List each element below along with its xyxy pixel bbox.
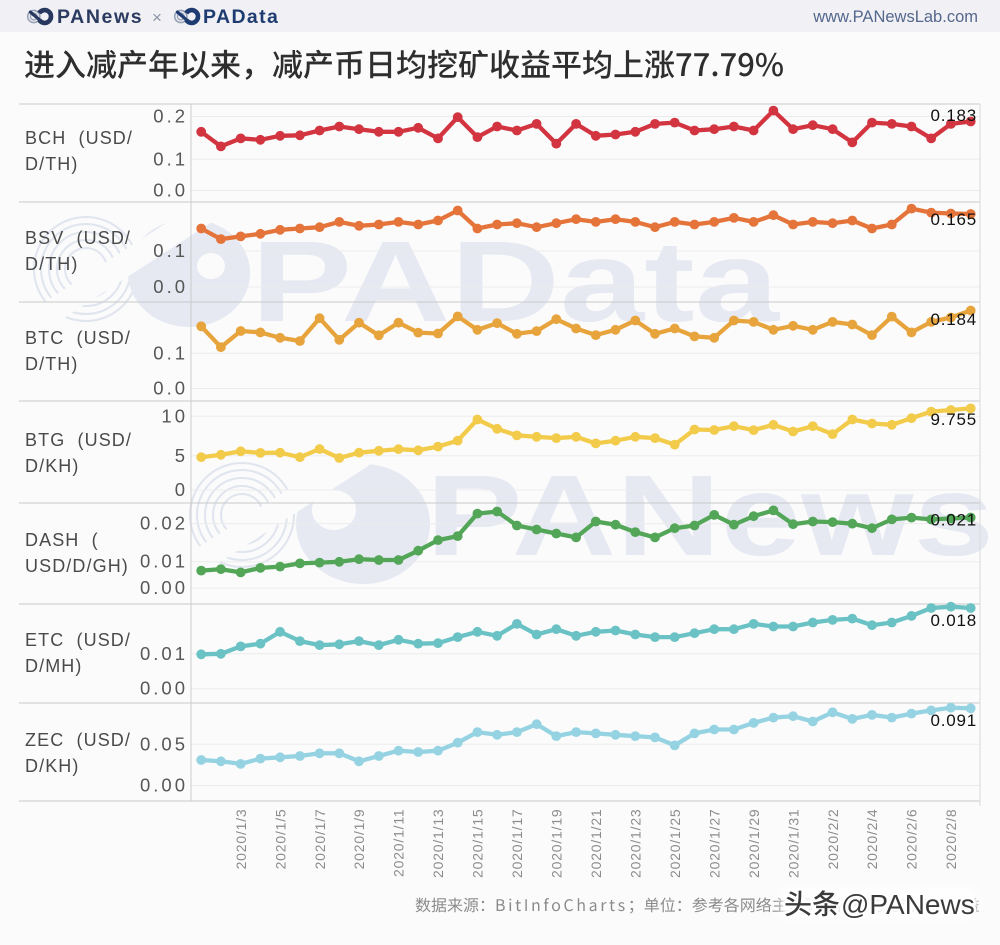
svg-text:0: 0 — [175, 479, 188, 500]
svg-text:0.00: 0.00 — [140, 577, 188, 598]
svg-text:0.00: 0.00 — [140, 775, 188, 796]
svg-text:2020/2/6: 2020/2/6 — [904, 809, 920, 870]
svg-text:0.165: 0.165 — [930, 210, 977, 229]
svg-text:D/MH): D/MH) — [25, 656, 83, 676]
svg-text:2020/1/3: 2020/1/3 — [233, 809, 249, 870]
svg-text:@PANews: @PANews — [841, 889, 975, 920]
svg-text:D/TH): D/TH) — [25, 154, 79, 174]
svg-text:0.091: 0.091 — [930, 711, 977, 730]
svg-text:0.021: 0.021 — [930, 511, 977, 530]
svg-text:2020/1/25: 2020/1/25 — [667, 809, 683, 878]
svg-text:2020/1/29: 2020/1/29 — [746, 809, 762, 878]
svg-text:2020/1/7: 2020/1/7 — [312, 809, 328, 870]
svg-text:2020/1/17: 2020/1/17 — [509, 809, 525, 878]
svg-text:0.018: 0.018 — [930, 611, 977, 630]
svg-text:D/TH): D/TH) — [25, 354, 79, 374]
svg-text:0.01: 0.01 — [140, 643, 188, 664]
svg-text:@PANews: @PANews — [841, 889, 975, 920]
svg-text:0.00: 0.00 — [140, 678, 188, 699]
svg-text:ETC (USD/: ETC (USD/ — [25, 630, 131, 650]
svg-text:0.2: 0.2 — [153, 106, 188, 127]
svg-text:2020/1/21: 2020/1/21 — [588, 809, 604, 878]
svg-text:2020/2/4: 2020/2/4 — [864, 809, 880, 870]
svg-text:D/TH): D/TH) — [25, 254, 79, 274]
svg-text:0.184: 0.184 — [930, 310, 977, 329]
svg-text:10: 10 — [161, 405, 188, 426]
svg-text:D/KH): D/KH) — [25, 456, 80, 476]
svg-text:0.01: 0.01 — [140, 551, 188, 572]
svg-text:ZEC (USD/: ZEC (USD/ — [25, 730, 131, 750]
svg-text:USD/D/GH): USD/D/GH) — [25, 556, 129, 576]
svg-text:0.0: 0.0 — [153, 180, 188, 201]
svg-text:PAData: PAData — [203, 6, 279, 28]
svg-text:www.PANewsLab.com: www.PANewsLab.com — [812, 8, 978, 26]
svg-text:2020/1/15: 2020/1/15 — [470, 809, 486, 878]
svg-text:5: 5 — [175, 445, 188, 466]
svg-text:BTC (USD/: BTC (USD/ — [25, 328, 131, 348]
svg-text:BTG (USD/: BTG (USD/ — [25, 430, 132, 450]
svg-text:BCH (USD/: BCH (USD/ — [25, 128, 133, 148]
svg-text:2020/2/2: 2020/2/2 — [825, 809, 841, 870]
svg-text:BSV (USD/: BSV (USD/ — [25, 228, 131, 248]
svg-text:0.0: 0.0 — [153, 276, 188, 297]
svg-text:2020/1/27: 2020/1/27 — [706, 809, 722, 878]
svg-text:PAData: PAData — [251, 218, 780, 346]
svg-text:9.755: 9.755 — [930, 410, 977, 429]
svg-text:0.1: 0.1 — [153, 148, 188, 169]
svg-text:2020/1/11: 2020/1/11 — [391, 809, 407, 877]
svg-text:DASH (: DASH ( — [25, 530, 99, 550]
svg-text:×: × — [152, 8, 162, 27]
svg-text:0.0: 0.0 — [153, 378, 188, 399]
svg-text:2020/1/23: 2020/1/23 — [628, 809, 644, 878]
svg-text:2020/1/5: 2020/1/5 — [272, 809, 288, 870]
svg-text:2020/1/9: 2020/1/9 — [351, 809, 367, 870]
svg-text:PANews: PANews — [57, 6, 143, 28]
svg-text:0.02: 0.02 — [140, 513, 188, 534]
svg-text:2020/1/13: 2020/1/13 — [430, 809, 446, 878]
svg-text:0.1: 0.1 — [153, 240, 188, 261]
svg-text:2020/1/19: 2020/1/19 — [549, 809, 565, 878]
svg-text:2020/1/31: 2020/1/31 — [785, 809, 801, 878]
svg-text:0.1: 0.1 — [153, 342, 188, 363]
svg-text:0.183: 0.183 — [930, 106, 977, 125]
svg-text:2020/2/8: 2020/2/8 — [943, 809, 959, 870]
svg-text:D/KH): D/KH) — [25, 756, 80, 776]
svg-text:0.05: 0.05 — [140, 733, 188, 754]
